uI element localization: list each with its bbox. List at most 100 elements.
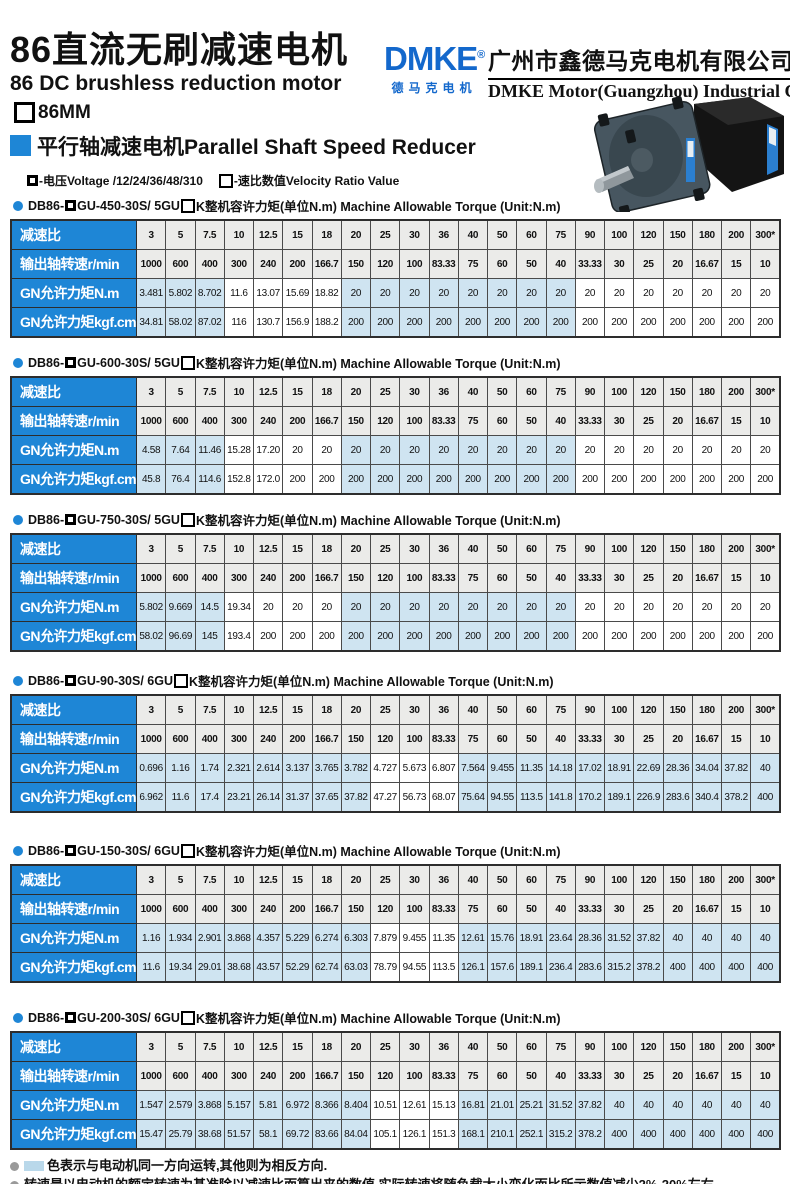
voltage-code-icon xyxy=(65,845,77,856)
torque-nm-cell: 20 xyxy=(282,592,313,622)
ratio-cell: 50 xyxy=(486,694,518,725)
torque-nm-cell: 20 xyxy=(720,592,752,622)
speed-cell: 240 xyxy=(252,563,284,593)
row-label-torque-nm: GN允许力矩N.m xyxy=(10,923,137,953)
torque-kgfcm-cell: 400 xyxy=(691,952,723,983)
torque-kgfcm-cell: 200 xyxy=(691,464,723,495)
torque-nm-cell: 1.934 xyxy=(165,923,196,953)
speed-cell: 100 xyxy=(399,563,430,593)
torque-nm-cell: 20 xyxy=(428,278,459,308)
row-label-speed: 输出轴转速r/min xyxy=(10,724,137,754)
torque-nm-cell: 7.879 xyxy=(369,923,401,953)
speed-cell: 166.7 xyxy=(311,249,342,279)
speed-cell: 50 xyxy=(516,894,547,924)
ratio-cell: 30 xyxy=(399,864,430,895)
speed-cell: 60 xyxy=(486,406,518,436)
ratio-cell: 36 xyxy=(428,1031,459,1062)
speed-cell: 30 xyxy=(603,724,635,754)
torque-nm-cell: 20 xyxy=(311,435,342,465)
torque-nm-cell: 37.82 xyxy=(720,753,752,783)
torque-nm-cell: 40 xyxy=(691,1090,723,1120)
row-label-torque-nm: GN允许力矩N.m xyxy=(10,1090,137,1120)
speed-cell: 50 xyxy=(516,724,547,754)
speed-cell: 33.33 xyxy=(574,406,606,436)
torque-kgfcm-cell: 156.9 xyxy=(282,307,313,338)
torque-nm-cell: 20 xyxy=(399,278,430,308)
speed-cell: 166.7 xyxy=(311,406,342,436)
torque-kgfcm-cell: 378.2 xyxy=(720,782,752,813)
torque-kgfcm-cell: 315.2 xyxy=(603,952,635,983)
speed-cell: 30 xyxy=(603,1061,635,1091)
section-title: DB86- GU-150-30S/ 6GU K整机容许力矩(单位N.m) Machi… xyxy=(13,841,790,860)
torque-nm-cell: 20 xyxy=(399,435,430,465)
torque-kgfcm-cell: 400 xyxy=(720,952,752,983)
speed-cell: 200 xyxy=(282,563,313,593)
torque-nm-cell: 15.13 xyxy=(428,1090,459,1120)
speed-cell: 100 xyxy=(399,894,430,924)
row-label-torque-nm: GN允许力矩N.m xyxy=(10,435,137,465)
torque-kgfcm-cell: 400 xyxy=(750,1119,781,1150)
ratio-cell: 120 xyxy=(633,219,664,250)
torque-nm-cell: 20 xyxy=(369,278,401,308)
speed-cell: 120 xyxy=(369,563,401,593)
speed-cell: 83.33 xyxy=(428,894,459,924)
row-label-speed: 输出轴转速r/min xyxy=(10,563,137,593)
ratio-cell: 50 xyxy=(486,533,518,564)
page-title-en: 86 DC brushless reduction motor xyxy=(10,71,342,95)
torque-nm-cell: 15.28 xyxy=(223,435,255,465)
speed-cell: 1000 xyxy=(135,406,167,436)
bullet-icon xyxy=(10,1161,19,1171)
ratio-cell: 5 xyxy=(165,1031,196,1062)
torque-nm-cell: 40 xyxy=(662,1090,693,1120)
torque-nm-cell: 20 xyxy=(662,435,693,465)
torque-kgfcm-cell: 200 xyxy=(574,464,606,495)
ratio-cell: 40 xyxy=(457,219,489,250)
row-label-ratio: 减速比 xyxy=(10,219,137,250)
highlight-swatch-icon xyxy=(24,1161,44,1172)
row-label-speed: 输出轴转速r/min xyxy=(10,1061,137,1091)
speed-cell: 150 xyxy=(340,406,372,436)
torque-kgfcm-cell: 200 xyxy=(662,307,693,338)
speed-cell: 400 xyxy=(194,249,225,279)
ratio-cell: 25 xyxy=(369,1031,401,1062)
torque-kgfcm-cell: 43.57 xyxy=(252,952,284,983)
speed-cell: 75 xyxy=(457,249,489,279)
speed-cell: 240 xyxy=(252,1061,284,1091)
ratio-cell: 18 xyxy=(311,864,342,895)
torque-kgfcm-cell: 76.4 xyxy=(165,464,196,495)
ratio-cell: 15 xyxy=(282,1031,313,1062)
torque-nm-cell: 28.36 xyxy=(662,753,693,783)
speed-cell: 15 xyxy=(720,249,752,279)
spec-section: DB86- GU-600-30S/ 5GU K整机容许力矩(单位N.m) Machi… xyxy=(0,353,790,495)
ratio-cell: 75 xyxy=(545,1031,576,1062)
torque-kgfcm-cell: 200 xyxy=(603,464,635,495)
torque-kgfcm-cell: 130.7 xyxy=(252,307,284,338)
speed-cell: 400 xyxy=(194,724,225,754)
torque-nm-cell: 11.35 xyxy=(516,753,547,783)
torque-kgfcm-cell: 200 xyxy=(282,464,313,495)
speed-cell: 10 xyxy=(750,563,781,593)
torque-kgfcm-cell: 210.1 xyxy=(486,1119,518,1150)
section-title-suffix: K整机容许力矩(单位N.m) Machine Allowable Torque … xyxy=(195,357,561,371)
torque-kgfcm-cell: 200 xyxy=(311,621,342,652)
torque-nm-cell: 20 xyxy=(252,592,284,622)
torque-nm-cell: 11.46 xyxy=(194,435,225,465)
speed-cell: 1000 xyxy=(135,1061,167,1091)
speed-cell: 33.33 xyxy=(574,1061,606,1091)
speed-cell: 20 xyxy=(662,406,693,436)
torque-nm-cell: 5.673 xyxy=(399,753,430,783)
torque-kgfcm-cell: 200 xyxy=(574,621,606,652)
torque-kgfcm-cell: 11.6 xyxy=(165,782,196,813)
torque-kgfcm-cell: 400 xyxy=(662,1119,693,1150)
speed-cell: 75 xyxy=(457,724,489,754)
ratio-cell: 36 xyxy=(428,219,459,250)
speed-cell: 16.67 xyxy=(691,249,723,279)
torque-nm-cell: 5.81 xyxy=(252,1090,284,1120)
ratio-cell: 12.5 xyxy=(252,533,284,564)
torque-nm-cell: 20 xyxy=(282,435,313,465)
torque-nm-cell: 18.91 xyxy=(516,923,547,953)
torque-kgfcm-cell: 400 xyxy=(720,1119,752,1150)
torque-nm-cell: 6.303 xyxy=(340,923,372,953)
torque-nm-cell: 20 xyxy=(545,278,576,308)
